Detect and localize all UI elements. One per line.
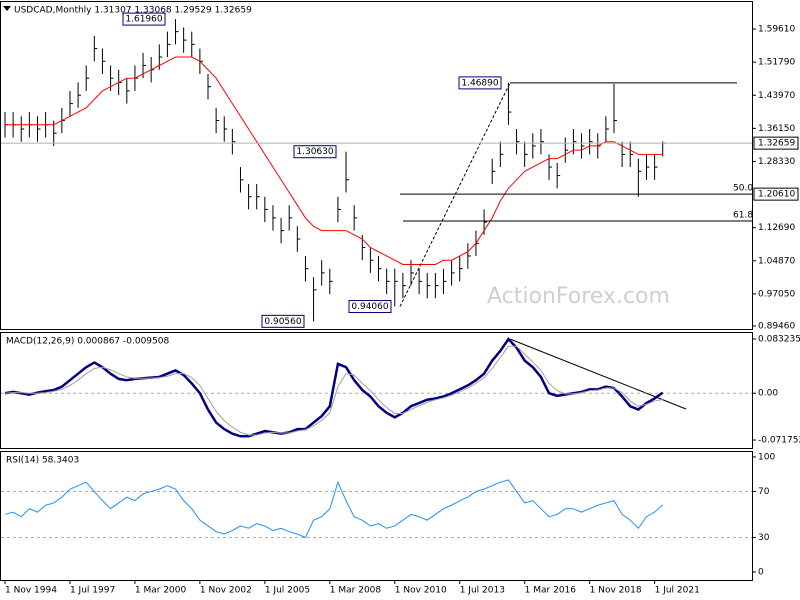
x-tick-label: 1 Mar 2016 [525, 586, 577, 596]
x-tick-label: 1 Nov 2018 [590, 586, 642, 596]
y-tick-label: 30 [758, 533, 770, 543]
y-tick-label: 1.36150 [758, 124, 795, 134]
x-tick-label: 1 Jul 2005 [265, 586, 310, 596]
annotation-box [348, 300, 392, 314]
rsi-panel [0, 451, 753, 581]
y-tick-label: 1.43970 [758, 91, 795, 101]
x-tick-label: 1 Nov 2002 [200, 586, 252, 596]
y-tick-label: -0.071752 [758, 436, 800, 446]
x-tick-label: 1 Jul 2021 [655, 586, 700, 596]
last-price-box [753, 136, 799, 150]
annotation-label: 1.61960 [125, 15, 162, 25]
series-line [4, 479, 664, 539]
price-box-label: 1.20610 [758, 190, 795, 200]
annotation-box [458, 76, 502, 90]
annotation-box [293, 145, 337, 159]
annotation-label: 0.90560 [264, 317, 301, 327]
y-tick-label: 1.04870 [758, 256, 795, 266]
price-title: USDCAD,Monthly 1.31307 1.33068 1.29529 1… [14, 6, 252, 16]
y-tick-label: 70 [758, 487, 770, 497]
y-tick-label: 0.00 [758, 389, 778, 399]
rally-line [399, 82, 511, 307]
y-tick-label: 1.12690 [758, 223, 795, 233]
x-tick-label: 1 Jul 1997 [70, 586, 115, 596]
y-tick-label: 0.97050 [758, 289, 795, 299]
y-tick-label: 1.51790 [758, 58, 795, 68]
series-line [4, 345, 663, 436]
annotation-box [122, 12, 166, 26]
menu-icon [3, 6, 11, 11]
annotation-label: 1.30630 [296, 147, 333, 157]
macd-title: MACD(12,26,9) 0.000867 -0.009508 [6, 337, 169, 347]
rsi-title: RSI(14) 58.3403 [6, 456, 79, 466]
fib-name: 61.8 [733, 211, 753, 221]
x-tick-label: 1 Mar 2008 [330, 586, 382, 596]
price-box [753, 187, 799, 201]
x-tick-label: 1 Nov 1994 [5, 586, 57, 596]
x-tick-label: 1 Jul 2013 [460, 586, 505, 596]
annotation-label: 1.46890 [461, 78, 498, 88]
y-tick-label: 100 [758, 452, 775, 462]
series-line [4, 337, 664, 438]
y-tick-label: 0.083235 [758, 334, 800, 344]
y-tick-label: 0.89460 [758, 321, 795, 331]
y-tick-label: 1.28330 [758, 157, 795, 167]
last-price-label: 1.32659 [758, 139, 795, 149]
fib-name: 50.0 [733, 184, 753, 194]
moving-average [5, 56, 663, 265]
price-panel [0, 1, 753, 330]
y-tick-label: 1.59610 [758, 25, 795, 35]
x-tick-label: 1 Nov 2010 [395, 586, 447, 596]
x-tick-label: 1 Mar 2000 [135, 586, 187, 596]
annotation-label: 0.94060 [351, 302, 388, 312]
y-tick-label: 0 [758, 567, 764, 577]
annotation-box [261, 314, 305, 328]
watermark: ActionForex.com [487, 284, 670, 309]
macd-panel [0, 332, 753, 449]
